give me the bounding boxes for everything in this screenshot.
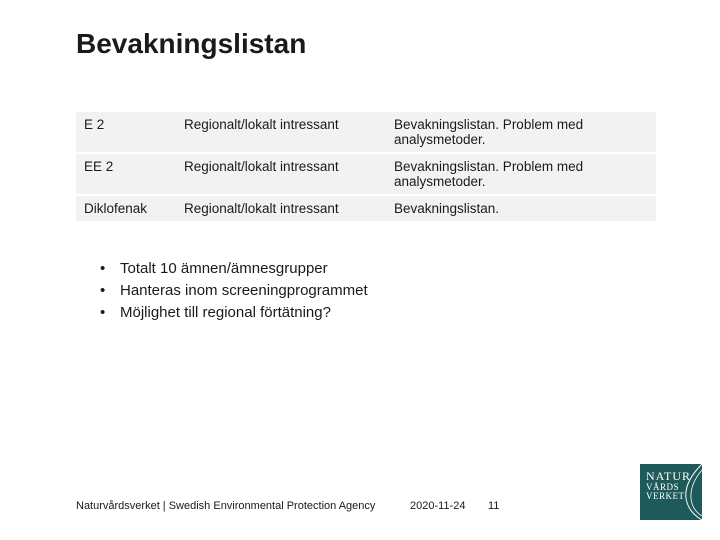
bullet-item: • Hanteras inom screeningprogrammet [100,280,368,302]
table-cell: Bevakningslistan. Problem med analysmeto… [386,112,656,153]
table-cell: Regionalt/lokalt intressant [176,153,386,195]
table-row: EE 2 Regionalt/lokalt intressant Bevakni… [76,153,656,195]
bullet-text: Hanteras inom screeningprogrammet [120,280,368,302]
bullet-item: • Totalt 10 ämnen/ämnesgrupper [100,258,368,280]
bullet-text: Totalt 10 ämnen/ämnesgrupper [120,258,328,280]
table-cell: Bevakningslistan. Problem med analysmeto… [386,153,656,195]
table-cell: EE 2 [76,153,176,195]
data-table: E 2 Regionalt/lokalt intressant Bevaknin… [76,112,656,223]
slide: Bevakningslistan E 2 Regionalt/lokalt in… [0,0,720,540]
footer-page: 11 [488,500,499,512]
slide-title: Bevakningslistan [76,28,306,60]
table-cell: Regionalt/lokalt intressant [176,112,386,153]
logo-line: NATUR [646,470,698,483]
bullet-marker: • [100,258,120,280]
agency-logo: NATUR VÅRDS VERKET [640,464,702,520]
footer-org: Naturvårdsverket | Swedish Environmental… [76,500,375,512]
bullet-item: • Möjlighet till regional förtätning? [100,302,368,324]
logo-line: VERKET [646,492,698,501]
bullet-list: • Totalt 10 ämnen/ämnesgrupper • Hantera… [100,258,368,323]
footer-date: 2020-11-24 [410,500,465,512]
table-cell: Bevakningslistan. [386,195,656,222]
table-cell: E 2 [76,112,176,153]
bullet-marker: • [100,302,120,324]
table-row: E 2 Regionalt/lokalt intressant Bevaknin… [76,112,656,153]
table-cell: Diklofenak [76,195,176,222]
table-row: Diklofenak Regionalt/lokalt intressant B… [76,195,656,222]
bullet-marker: • [100,280,120,302]
bullet-text: Möjlighet till regional förtätning? [120,302,331,324]
table-cell: Regionalt/lokalt intressant [176,195,386,222]
